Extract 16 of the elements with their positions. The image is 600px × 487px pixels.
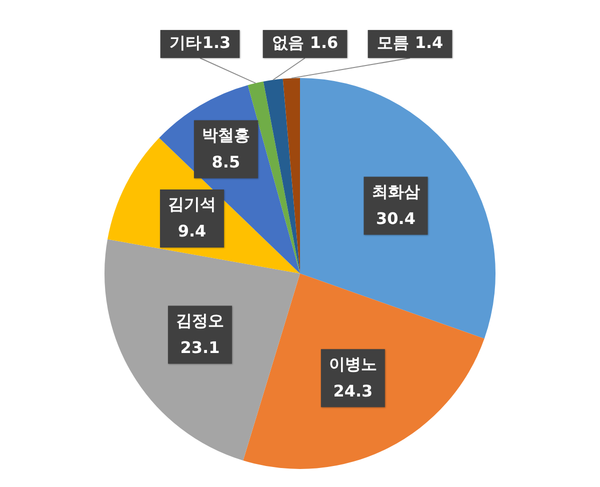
slice-label: 이병노	[328, 354, 377, 374]
data-label: 23.1	[180, 338, 220, 357]
data-label: 24.3	[333, 381, 373, 400]
slice-label: 없음	[272, 33, 304, 52]
slice-label: 기타	[169, 33, 202, 52]
data-label: 1.3	[202, 33, 231, 52]
data-label: 1.6	[310, 33, 338, 52]
data-label: 1.4	[414, 33, 444, 52]
slice-label: 박철홍	[202, 125, 250, 144]
data-label: 8.5	[212, 152, 240, 172]
data-label: 9.4	[178, 222, 206, 241]
slice-label: 최화삼	[372, 182, 420, 201]
slice-label: 모름	[376, 33, 409, 52]
data-label: 30.4	[376, 208, 416, 228]
slice-label: 김정오	[176, 310, 224, 330]
slice-label: 김기석	[168, 194, 216, 214]
